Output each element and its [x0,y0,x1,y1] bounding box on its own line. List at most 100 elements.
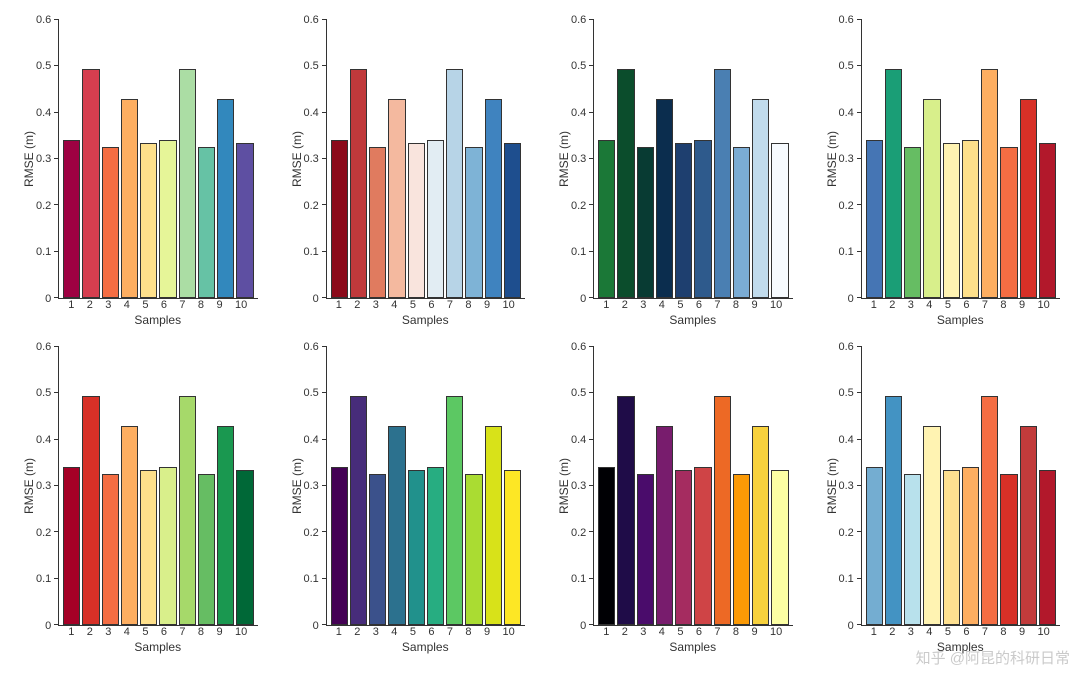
y-axis-ticks: 0.60.50.40.30.20.10 [839,20,858,299]
x-tick: 2 [87,299,93,311]
x-tick: 9 [1019,299,1025,311]
bar [465,474,482,625]
bar [1039,143,1056,298]
x-axis-label: Samples [326,640,526,654]
bar [752,426,769,625]
x-tick: 10 [770,626,782,638]
bar [733,147,750,298]
bar [923,99,940,298]
bar [121,99,138,298]
bar [179,69,196,298]
x-tick: 3 [640,299,646,311]
x-tick: 10 [1037,299,1049,311]
x-tick: 5 [142,626,148,638]
bar [121,426,138,625]
bar [943,143,960,298]
x-axis-label: Samples [593,313,793,327]
bar [236,143,253,298]
bar [885,69,902,298]
x-tick: 10 [502,299,514,311]
bar [198,474,215,625]
x-tick: 4 [659,626,665,638]
x-tick: 7 [714,299,720,311]
plot-area [326,347,526,626]
x-tick: 9 [1019,626,1025,638]
bar [179,396,196,625]
bar [866,140,883,298]
x-tick: 10 [502,626,514,638]
bar [1000,474,1017,625]
x-tick: 10 [235,299,247,311]
bar [904,147,921,298]
x-tick: 7 [447,299,453,311]
x-tick: 5 [677,626,683,638]
bar [350,69,367,298]
x-tick: 7 [447,626,453,638]
y-axis-ticks: 0.60.50.40.30.20.10 [36,347,55,626]
x-tick: 9 [484,299,490,311]
y-axis-ticks: 0.60.50.40.30.20.10 [304,20,323,299]
bar [485,426,502,625]
x-tick: 3 [908,299,914,311]
bar [388,99,405,298]
bar [504,470,521,625]
x-tick: 3 [373,626,379,638]
x-axis-ticks: 12345678910 [326,299,526,311]
x-tick: 5 [945,299,951,311]
bar [714,396,731,625]
bar [408,470,425,625]
x-axis-ticks: 12345678910 [593,626,793,638]
x-tick: 2 [622,626,628,638]
x-tick: 7 [982,626,988,638]
x-tick: 2 [87,626,93,638]
bar [140,470,157,625]
x-tick: 6 [696,299,702,311]
x-tick: 2 [889,626,895,638]
x-tick: 1 [603,299,609,311]
y-axis-label: RMSE (m) [555,347,571,626]
x-axis-label: Samples [58,640,258,654]
x-tick: 5 [410,299,416,311]
bar [102,147,119,298]
x-axis-ticks: 12345678910 [593,299,793,311]
bar [236,470,253,625]
bar [637,474,654,625]
bar [694,140,711,298]
x-axis-ticks: 12345678910 [326,626,526,638]
x-tick: 8 [198,626,204,638]
bar [981,69,998,298]
bar [331,467,348,625]
bar [866,467,883,625]
bar [369,474,386,625]
plot-area [861,347,1061,626]
chart-panel-rdylgn_r: RMSE (m)0.60.50.40.30.20.1012345678910Sa… [20,347,258,654]
bar [771,143,788,298]
x-tick: 9 [216,299,222,311]
x-tick: 7 [179,626,185,638]
chart-panel-spectral: RMSE (m)0.60.50.40.30.20.1012345678910Sa… [20,20,258,327]
x-tick: 2 [354,299,360,311]
bar [331,140,348,298]
y-axis-ticks: 0.60.50.40.30.20.10 [304,347,323,626]
y-axis-ticks: 0.60.50.40.30.20.10 [571,347,590,626]
y-axis-label: RMSE (m) [555,20,571,299]
x-tick: 6 [696,626,702,638]
chart-panel-inferno_like: RMSE (m)0.60.50.40.30.20.1012345678910Sa… [555,347,793,654]
y-axis-label: RMSE (m) [20,20,36,299]
x-tick: 9 [751,626,757,638]
y-axis-ticks: 0.60.50.40.30.20.10 [571,20,590,299]
bar [504,143,521,298]
x-axis-ticks: 12345678910 [861,626,1061,638]
x-tick: 6 [963,299,969,311]
plot-area [593,347,793,626]
bar [427,140,444,298]
x-tick: 9 [484,626,490,638]
bar [82,396,99,625]
x-tick: 4 [659,299,665,311]
plot-area [58,20,258,299]
x-tick: 9 [216,626,222,638]
x-tick: 1 [336,626,342,638]
bar [1020,426,1037,625]
bar [427,467,444,625]
bar [369,147,386,298]
